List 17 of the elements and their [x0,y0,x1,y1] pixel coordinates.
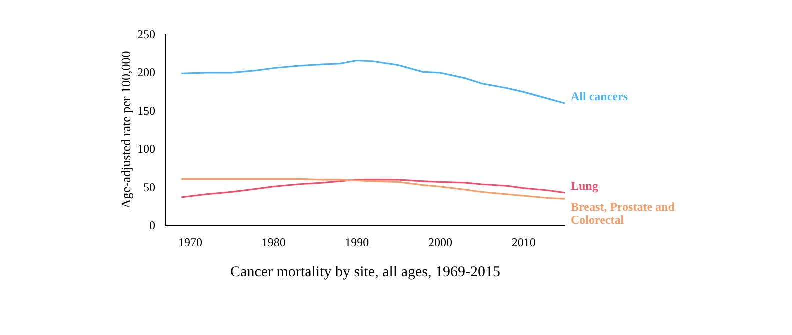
x-tick-label: 1990 [345,236,370,250]
y-tick-label: 100 [138,142,156,156]
x-tick-label: 1970 [178,236,202,250]
line-series [180,60,566,104]
x-tick-label: 2000 [428,236,452,250]
y-tick-label: 150 [138,104,156,118]
y-axis-title: Age-adjusted rate per 100,000 [118,51,134,209]
series-label: Lung [571,178,598,193]
y-tick-label: 0 [150,218,156,232]
y-tick-label: 200 [138,66,156,80]
series-label: Breast, Prostate and Colorectal [571,200,676,228]
x-axis-title: Cancer mortality by site, all ages, 1969-2015 [230,264,500,280]
x-tick-label: 1980 [262,236,286,250]
x-tick-label: 2010 [512,236,536,250]
series-label: All cancers [571,90,628,104]
y-tick-label: 50 [144,180,156,194]
y-tick-label: 250 [138,28,156,42]
